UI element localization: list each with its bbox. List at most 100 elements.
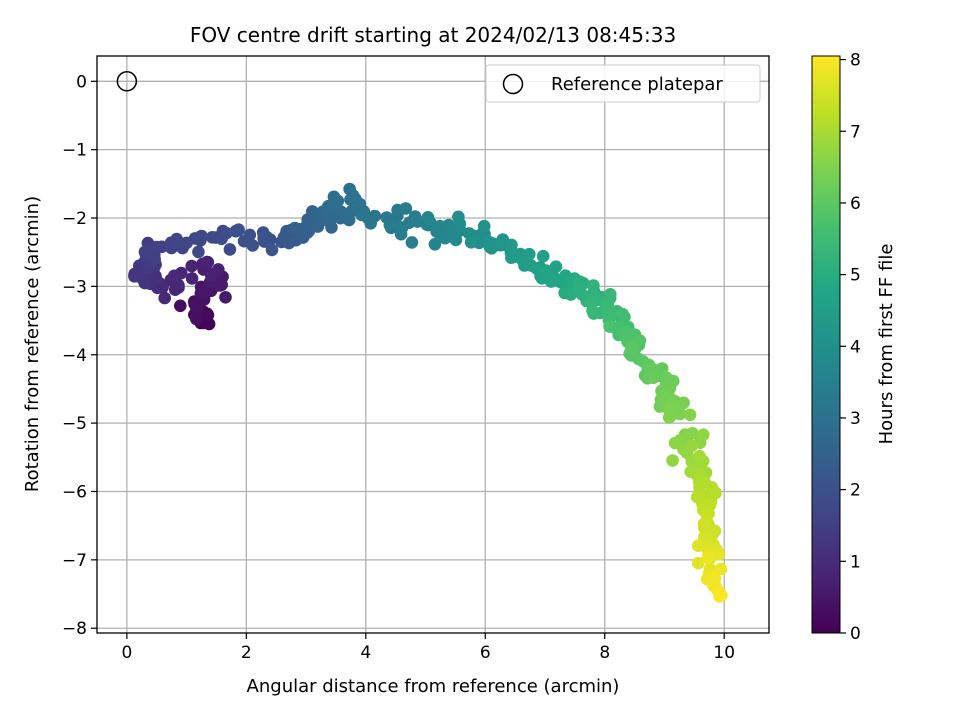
y-tick-label: −8 xyxy=(62,619,87,639)
colorbar-gradient xyxy=(811,55,841,634)
axis-ticks: 0 2 4 6 8 10 0 −1 −2 −3 −4 −5 −6 −7 −8 xyxy=(62,72,735,663)
scatter-point xyxy=(219,291,232,304)
scatter-point xyxy=(619,325,633,339)
scatter-point xyxy=(685,439,698,453)
scatter-point xyxy=(383,218,397,232)
scatter-point xyxy=(657,390,670,404)
scatter-point xyxy=(712,548,726,561)
scatter-point xyxy=(449,233,463,247)
y-tick-label: −2 xyxy=(62,209,87,229)
scatter-point xyxy=(323,214,337,228)
scatter-point xyxy=(693,449,706,463)
y-tick-label: −4 xyxy=(62,346,87,366)
scatter-point xyxy=(198,285,212,299)
y-tick-label: −5 xyxy=(62,414,87,434)
y-axis-label: Rotation from reference (arcmin) xyxy=(22,196,43,492)
y-tick-label: −1 xyxy=(62,141,87,161)
scatter-point xyxy=(327,190,341,204)
scatter-point xyxy=(477,219,491,233)
scatter-point xyxy=(213,279,226,292)
scatter-point xyxy=(693,481,706,494)
scatter-point xyxy=(192,297,205,311)
scatter-point xyxy=(174,299,187,313)
scatter-point xyxy=(148,252,161,266)
scatter-point xyxy=(523,247,536,261)
scatter-point xyxy=(625,340,638,354)
scatter-point xyxy=(662,411,676,424)
scatter-point xyxy=(185,272,199,285)
scatter-point xyxy=(691,556,705,570)
scatter-point xyxy=(421,211,435,224)
colorbar-tick-label: 7 xyxy=(850,122,861,142)
colorbar: 0 1 2 3 4 5 6 7 8 Hours from first FF file xyxy=(811,51,897,644)
scatter-point xyxy=(327,201,340,215)
scatter-point xyxy=(185,259,198,273)
scatter-point xyxy=(205,269,218,282)
y-tick-label: −3 xyxy=(62,277,87,297)
scatter-point xyxy=(201,255,215,269)
colorbar-tick-label: 6 xyxy=(850,194,861,214)
y-tick-label: −6 xyxy=(62,482,87,502)
scatter-point xyxy=(697,517,711,531)
scatter-point xyxy=(586,304,599,318)
scatter-point xyxy=(697,428,710,442)
scatter-point xyxy=(192,245,205,259)
colorbar-tick-label: 2 xyxy=(850,481,861,501)
scatter-point xyxy=(395,221,409,234)
scatter-point xyxy=(683,408,697,422)
x-axis-label: Angular distance from reference (arcmin) xyxy=(247,676,620,697)
chart-title: FOV centre drift starting at 2024/02/13 … xyxy=(190,23,676,47)
scatter-point xyxy=(243,228,257,242)
scatter-point xyxy=(701,551,715,564)
scatter-point xyxy=(539,269,552,282)
x-tick-label: 6 xyxy=(480,643,491,663)
scatter-point xyxy=(505,238,518,252)
reference-platepar-marker xyxy=(116,71,138,92)
scatter-point xyxy=(150,240,163,254)
scatter-point xyxy=(714,588,727,602)
legend-marker xyxy=(502,73,524,95)
scatter-point xyxy=(673,407,687,421)
scatter-point xyxy=(167,269,181,283)
scatter-point xyxy=(229,224,242,238)
scatter-point xyxy=(666,454,679,467)
legend-label: Reference platepar xyxy=(551,74,723,95)
scatter-point xyxy=(452,210,465,224)
legend-box xyxy=(485,64,761,103)
scatter-point xyxy=(170,234,183,248)
scatter-point xyxy=(260,231,274,244)
scatter-point xyxy=(698,530,711,544)
scatter-point xyxy=(346,189,360,202)
scatter-point xyxy=(549,260,563,274)
plot-area xyxy=(97,56,769,633)
scatter-point xyxy=(368,209,382,223)
scatter-point xyxy=(708,572,722,585)
colorbar-tick-label: 0 xyxy=(850,624,861,644)
x-tick-label: 2 xyxy=(241,643,252,663)
colorbar-ticks: 0 1 2 3 4 5 6 7 8 xyxy=(840,51,861,644)
scatter-point xyxy=(223,243,237,256)
colorbar-tick-label: 1 xyxy=(850,552,861,572)
grid xyxy=(97,56,769,633)
y-tick-label: 0 xyxy=(76,72,87,92)
scatter-point xyxy=(536,249,550,263)
scatter-point xyxy=(138,276,152,290)
scatter-point xyxy=(168,283,182,297)
scatter-point xyxy=(399,202,413,215)
colorbar-tick-label: 5 xyxy=(850,266,861,286)
scatter-point xyxy=(603,320,616,333)
colorbar-label: Hours from first FF file xyxy=(876,244,897,445)
scatter-point xyxy=(464,236,478,249)
scatter-point xyxy=(246,239,259,252)
x-tick-label: 0 xyxy=(121,643,132,663)
scatter-point xyxy=(138,245,152,259)
scatter-point xyxy=(355,208,368,222)
colorbar-tick-label: 4 xyxy=(850,337,861,357)
x-tick-label: 10 xyxy=(713,643,735,663)
scatter-point xyxy=(195,229,208,243)
scatter-point xyxy=(190,312,203,326)
scatter-point xyxy=(587,279,600,292)
scatter-point xyxy=(647,371,660,385)
scatter-point xyxy=(604,288,617,301)
